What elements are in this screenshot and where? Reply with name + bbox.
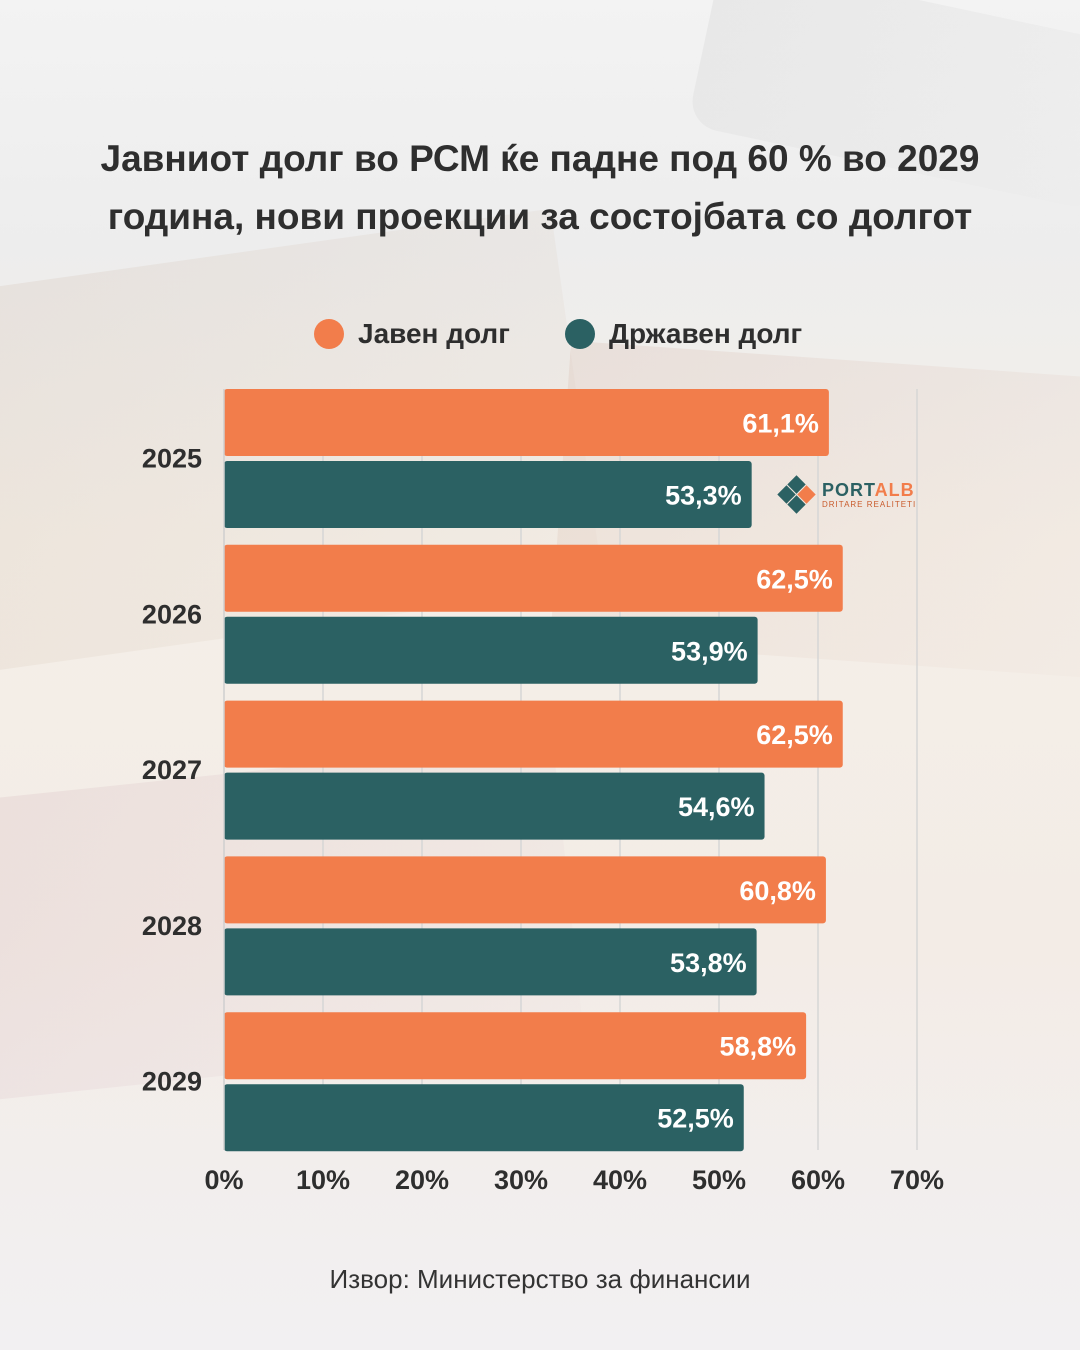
bar-value-label: 58,8% [720, 1032, 797, 1062]
bar [224, 856, 826, 924]
bar [224, 700, 843, 768]
x-tick-label: 70% [890, 1165, 944, 1195]
bar [224, 544, 843, 612]
chart-title: Јавниот долг во РСМ ќе падне под 60 % во… [40, 130, 1040, 246]
legend-item-state-debt: Државен долг [565, 312, 802, 356]
x-tick-label: 30% [494, 1165, 548, 1195]
bar [224, 928, 757, 996]
x-tick-label: 0% [204, 1165, 243, 1195]
y-tick-label: 2025 [142, 444, 202, 474]
chart-title-line-2: година, нови проекции за состојбата со д… [107, 196, 973, 237]
legend-item-public-debt: Јавен долг [314, 312, 510, 356]
logo-word-alb: ALB [874, 480, 915, 500]
x-tick-label: 60% [791, 1165, 845, 1195]
logo-word-port: PORT [822, 480, 875, 500]
legend-swatch-public-debt [314, 319, 344, 349]
legend-label-public-debt: Јавен долг [358, 318, 510, 349]
y-tick-label: 2028 [142, 911, 202, 941]
chart-title-line-1: Јавниот долг во РСМ ќе падне под 60 % во… [100, 138, 980, 179]
bar [224, 1012, 807, 1080]
bar-value-label: 53,3% [665, 481, 742, 511]
logo-diamond-icon [777, 475, 816, 514]
bar-value-label: 54,6% [678, 792, 755, 822]
x-tick-label: 20% [395, 1165, 449, 1195]
bar [224, 772, 765, 840]
y-tick-label: 2029 [142, 1067, 202, 1097]
bar [224, 389, 829, 456]
legend-label-state-debt: Државен долг [609, 318, 803, 349]
x-tick-label: 40% [593, 1165, 647, 1195]
source-note: Извор: Министерство за финансии [329, 1264, 751, 1294]
legend-swatch-state-debt [565, 319, 595, 349]
bar-value-label: 53,8% [670, 948, 747, 978]
bar-value-label: 52,5% [657, 1104, 734, 1134]
y-tick-label: 2027 [142, 755, 202, 785]
x-tick-label: 10% [296, 1165, 350, 1195]
bar [224, 616, 758, 684]
bar-value-label: 62,5% [756, 564, 833, 594]
bar-value-label: 60,8% [739, 876, 816, 906]
bar-value-label: 62,5% [756, 720, 833, 750]
bar-value-label: 53,9% [671, 636, 748, 666]
bar [224, 461, 752, 528]
y-tick-label: 2026 [142, 599, 202, 629]
portalb-logo: PORTALB DRITARE REALITETI [777, 475, 917, 514]
logo-tagline: DRITARE REALITETI [822, 500, 917, 509]
bar-value-label: 61,1% [742, 409, 819, 439]
bar [224, 1084, 744, 1152]
chart-legend: Јавен долг Државен долг [0, 312, 1080, 356]
x-tick-label: 50% [692, 1165, 746, 1195]
